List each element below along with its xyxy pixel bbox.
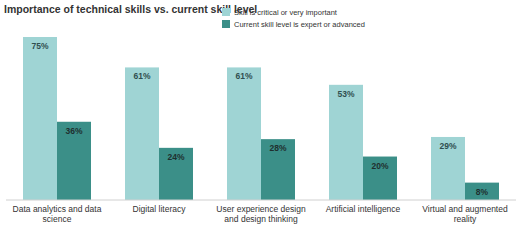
legend-swatch	[222, 20, 230, 28]
category-label: User experience designand design thinkin…	[216, 204, 306, 224]
data-label: 75%	[31, 41, 48, 51]
bar	[125, 67, 159, 200]
category-line: reality	[454, 214, 477, 224]
chart: Importance of technical skills vs. curre…	[0, 0, 527, 234]
data-label: 61%	[235, 71, 252, 81]
category-line: Artificial intelligence	[326, 204, 401, 214]
data-label: 36%	[65, 126, 82, 136]
legend-swatch	[222, 8, 230, 16]
bar	[57, 122, 91, 200]
title: Importance of technical skills vs. curre…	[4, 3, 257, 15]
data-label: 29%	[439, 141, 456, 151]
bar	[329, 85, 363, 200]
data-label: 24%	[167, 152, 184, 162]
data-label: 53%	[337, 89, 354, 99]
category-line: Data analytics and data	[13, 204, 102, 214]
category-label: Virtual and augmentedreality	[422, 204, 508, 224]
category-label: Data analytics and datascience	[13, 204, 102, 224]
data-label: 8%	[476, 187, 489, 197]
category-line: Digital literacy	[133, 204, 187, 214]
data-label: 61%	[133, 71, 150, 81]
bar	[261, 139, 295, 200]
data-label: 28%	[269, 143, 286, 153]
category-line: and design thinking	[224, 214, 298, 224]
legend-label: Skill is critical or very important	[234, 8, 338, 17]
category-line: science	[43, 214, 72, 224]
bar	[363, 157, 397, 200]
labels: Data analytics and datascience Digital li…	[13, 204, 508, 224]
category-label: Digital literacy	[133, 204, 187, 214]
baseline	[6, 200, 516, 201]
bar	[431, 137, 465, 200]
bar	[23, 37, 57, 200]
category-line: User experience design	[216, 204, 306, 214]
legend-label: Current skill level is expert or advance…	[234, 20, 365, 29]
bar	[159, 148, 193, 200]
bar	[227, 67, 261, 200]
category-label: Artificial intelligence	[326, 204, 401, 214]
bar	[465, 183, 499, 200]
bars	[23, 37, 499, 200]
category-line: Virtual and augmented	[422, 204, 508, 214]
data-label: 20%	[371, 161, 388, 171]
